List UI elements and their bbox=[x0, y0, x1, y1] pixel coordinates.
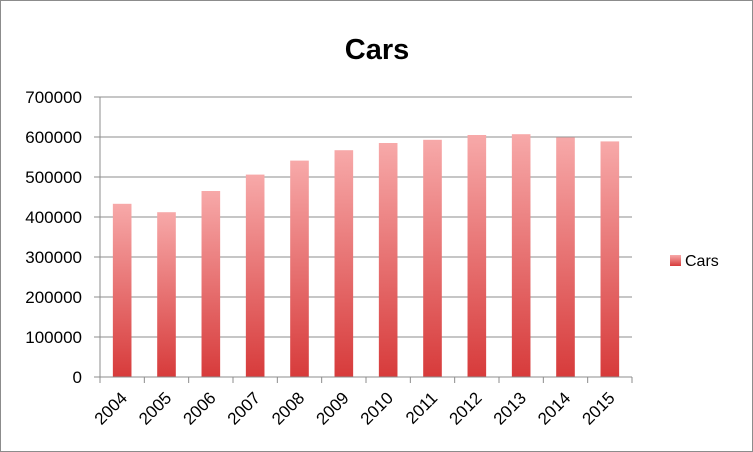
x-tick-label: 2015 bbox=[578, 388, 618, 428]
y-tick-label: 0 bbox=[73, 368, 82, 387]
bar-2004 bbox=[112, 203, 132, 377]
y-tick-label: 500000 bbox=[25, 168, 82, 187]
x-tick-label: 2013 bbox=[490, 388, 530, 428]
x-tick-label: 2005 bbox=[135, 388, 175, 428]
x-tick-label: 2008 bbox=[268, 388, 308, 428]
chart-title: Cars bbox=[345, 34, 410, 66]
x-tick-label: 2009 bbox=[312, 388, 352, 428]
y-axis-ticks: 0 100000 200000 300000 400000 500000 600000 700… bbox=[25, 88, 100, 387]
bar-2014 bbox=[556, 137, 575, 377]
bar-2011 bbox=[423, 139, 442, 377]
bars bbox=[112, 134, 620, 377]
bar-2015 bbox=[600, 141, 620, 377]
bar-2006 bbox=[201, 191, 221, 377]
bar-2005 bbox=[157, 212, 176, 377]
y-tick-label: 100000 bbox=[25, 328, 82, 347]
x-tick-label: 2004 bbox=[91, 388, 131, 428]
bar-2009 bbox=[334, 150, 354, 377]
x-tick-label: 2006 bbox=[179, 388, 219, 428]
y-tick-label: 300000 bbox=[25, 248, 82, 267]
bar-2007 bbox=[245, 174, 265, 377]
bar-2008 bbox=[290, 160, 309, 377]
x-tick-label: 2014 bbox=[534, 388, 574, 428]
x-tick-label: 2010 bbox=[357, 388, 397, 428]
y-tick-label: 700000 bbox=[25, 88, 82, 107]
bar-2010 bbox=[378, 143, 398, 377]
x-tick-label: 2007 bbox=[224, 388, 264, 428]
legend: Cars bbox=[670, 253, 719, 270]
x-tick-label: 2012 bbox=[445, 388, 485, 428]
bar-2013 bbox=[511, 134, 531, 377]
bar-2012 bbox=[467, 135, 487, 377]
axes bbox=[99, 97, 632, 378]
x-axis-ticks: 2004 2005 2006 2007 2008 2009 2010 2011 2012 2013… bbox=[91, 377, 633, 429]
legend-swatch bbox=[670, 255, 681, 266]
x-tick-label: 2011 bbox=[402, 388, 441, 427]
y-tick-label: 600000 bbox=[25, 128, 82, 147]
legend-label: Cars bbox=[685, 253, 719, 270]
y-tick-label: 400000 bbox=[25, 208, 82, 227]
grid-lines bbox=[100, 96, 632, 338]
y-tick-label: 200000 bbox=[25, 288, 82, 307]
